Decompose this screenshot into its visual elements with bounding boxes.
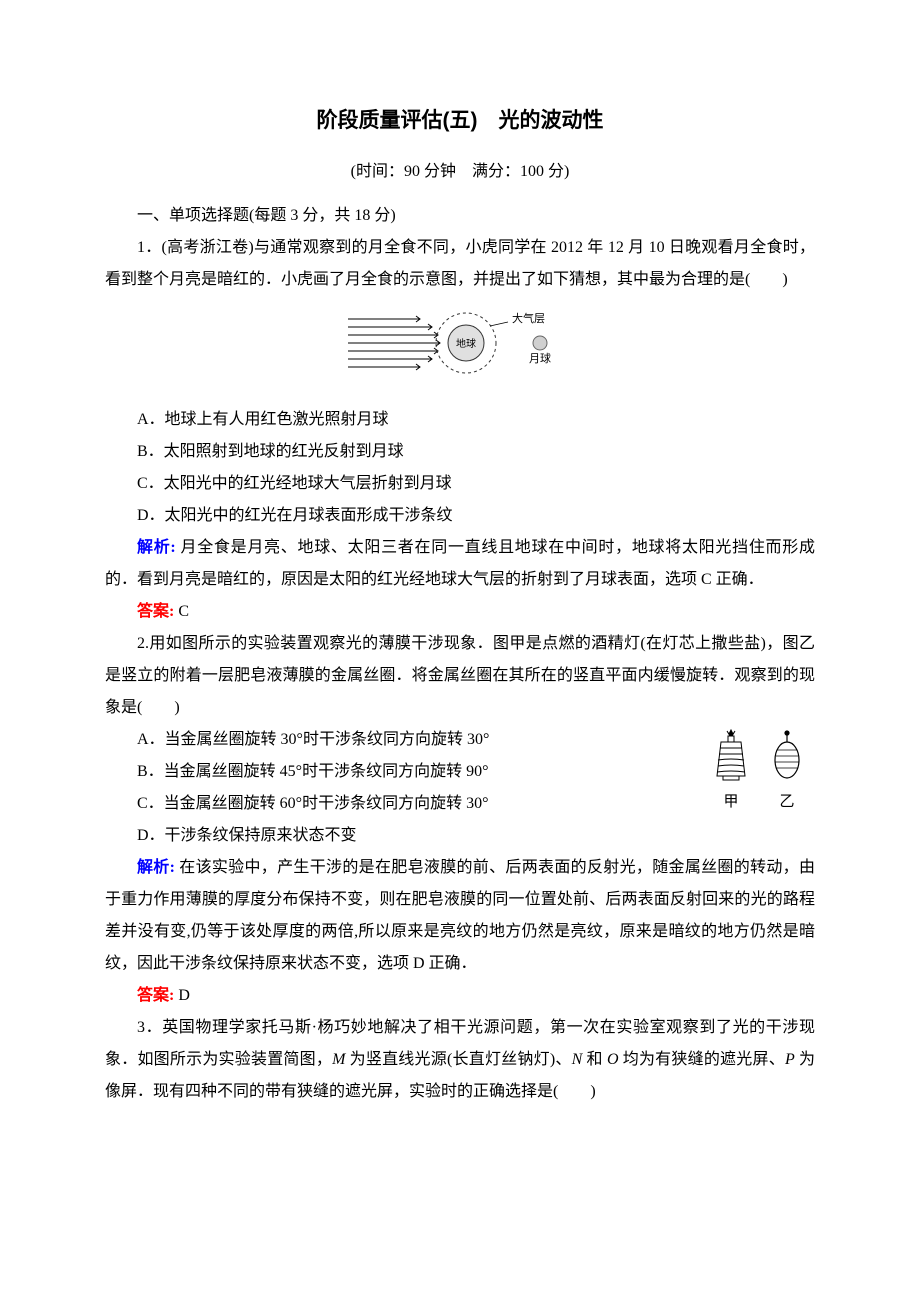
q1-analysis-label: 解析:	[137, 539, 176, 556]
q1-analysis-text: 月全食是月亮、地球、太阳三者在同一直线且地球在中间时，地球将太阳光挡住而形成的．…	[105, 539, 815, 588]
q3-var-N: N	[572, 1051, 583, 1068]
q2-yi-label: 乙	[779, 794, 794, 810]
q3-stem-p2: 为竖直线光源(长直灯丝钠灯)、	[345, 1051, 571, 1068]
q3-var-M: M	[332, 1051, 345, 1068]
q3-stem-p3: 和	[582, 1051, 607, 1068]
q1-analysis: 解析: 月全食是月亮、地球、太阳三者在同一直线且地球在中间时，地球将太阳光挡住而…	[105, 532, 815, 596]
q2-analysis-label: 解析:	[137, 859, 175, 876]
q3-stem: 3．英国物理学家托马斯·杨巧妙地解决了相干光源问题，第一次在实验室观察到了光的干…	[105, 1012, 815, 1108]
q2-analysis: 解析: 在该实验中，产生干涉的是在肥皂液膜的前、后两表面的反射光，随金属丝圈的转…	[105, 852, 815, 980]
q1-option-d: D．太阳光中的红光在月球表面形成干涉条纹	[105, 500, 815, 532]
q1-atm-label: 大气层	[512, 311, 545, 325]
doc-subtitle: (时间：90 分钟 满分：100 分)	[105, 156, 815, 188]
q3-var-P: P	[785, 1051, 795, 1068]
q1-earth-label: 地球	[456, 337, 476, 350]
doc-title: 阶段质量评估(五) 光的波动性	[105, 100, 815, 142]
q3-stem-p4: 均为有狭缝的遮光屏、	[619, 1051, 785, 1068]
q1-answer-label: 答案:	[137, 603, 174, 620]
q1-answer: 答案: C	[105, 596, 815, 628]
q1-moon-label: 月球	[529, 351, 551, 365]
q2-stem: 2.用如图所示的实验装置观察光的薄膜干涉现象．图甲是点燃的酒精灯(在灯芯上撒些盐…	[105, 628, 815, 724]
q2-answer-label: 答案:	[137, 987, 174, 1004]
q1-figure: 地球 大气层 月球	[105, 304, 815, 396]
q2-figure: 甲 乙	[695, 728, 815, 850]
section-1-header: 一、单项选择题(每题 3 分，共 18 分)	[105, 200, 815, 232]
q1-option-c: C．太阳光中的红光经地球大气层折射到月球	[105, 468, 815, 500]
q1-option-b: B．太阳照射到地球的红光反射到月球	[105, 436, 815, 468]
q1-option-a: A．地球上有人用红色激光照射月球	[105, 404, 815, 436]
q2-container: 2.用如图所示的实验装置观察光的薄膜干涉现象．图甲是点燃的酒精灯(在灯芯上撒些盐…	[105, 628, 815, 852]
q1-answer-text: C	[174, 603, 189, 620]
q2-analysis-text: 在该实验中，产生干涉的是在肥皂液膜的前、后两表面的反射光，随金属丝圈的转动，由于…	[105, 859, 815, 972]
q2-answer: 答案: D	[105, 980, 815, 1012]
q2-jia-label: 甲	[723, 794, 738, 810]
q1-stem: 1．(高考浙江卷)与通常观察到的月全食不同，小虎同学在 2012 年 12 月 …	[105, 232, 815, 296]
q2-answer-text: D	[174, 987, 190, 1004]
q3-var-O: O	[607, 1051, 619, 1068]
